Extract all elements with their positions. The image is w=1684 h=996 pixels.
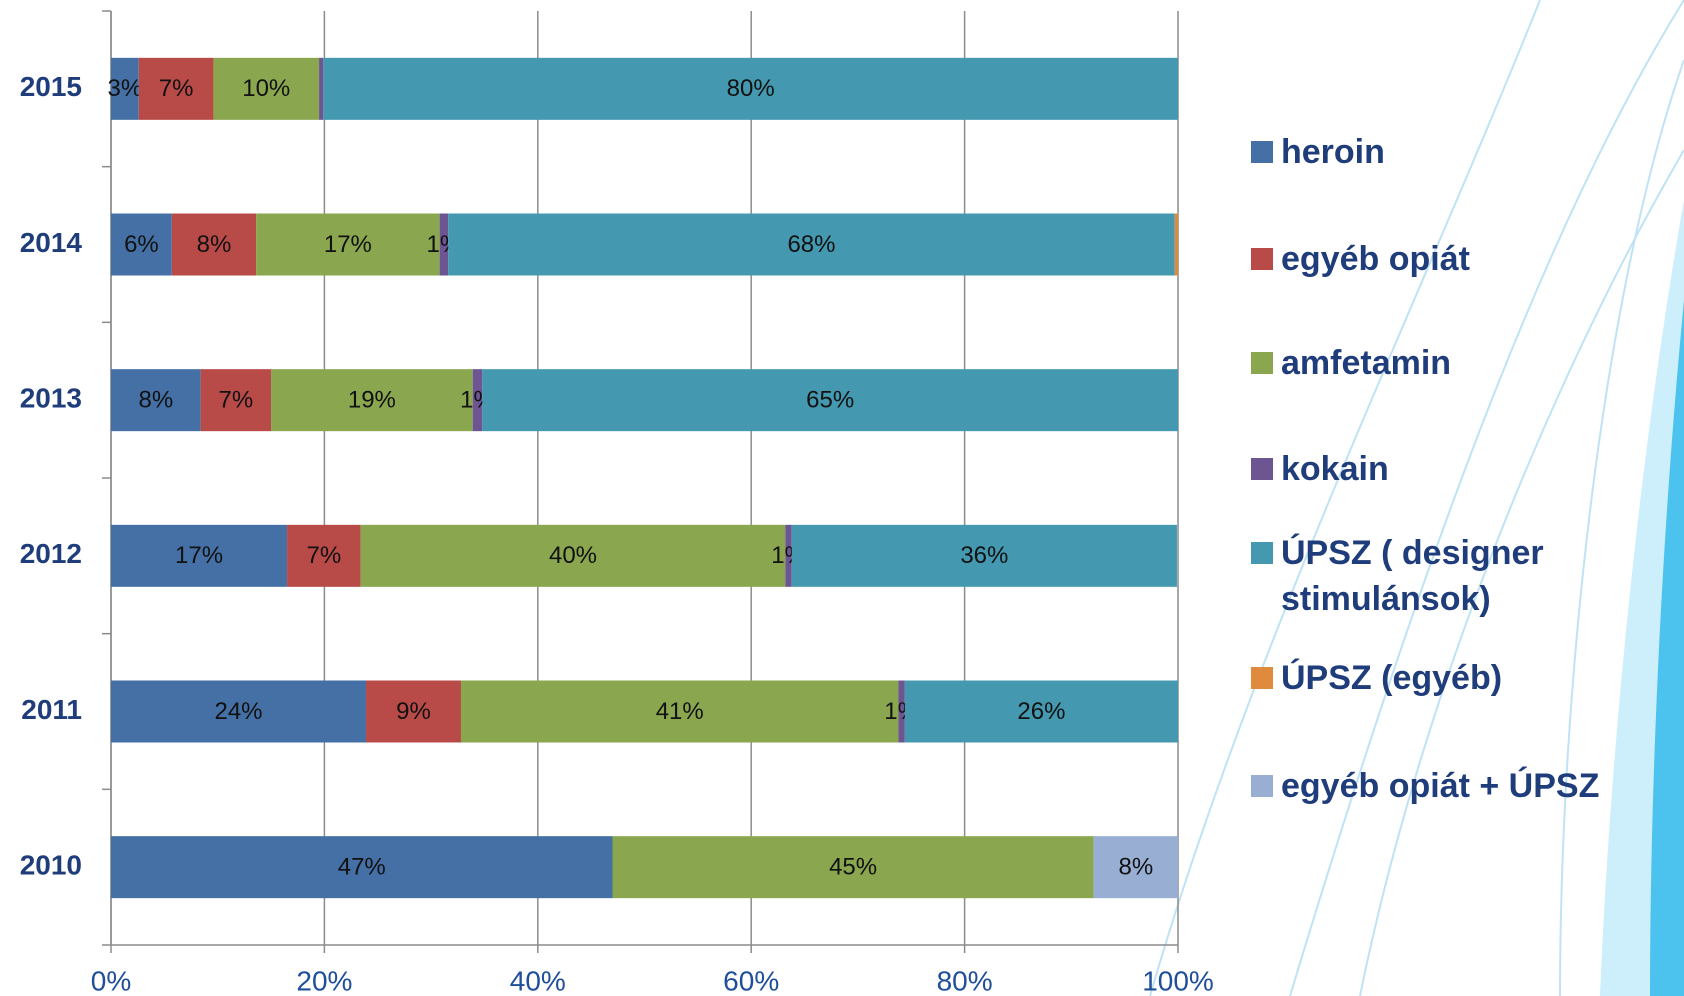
bar-segment xyxy=(111,369,201,432)
legend-swatch xyxy=(1251,141,1273,163)
data-label: 41% xyxy=(656,698,704,725)
bar-segment xyxy=(271,369,473,432)
legend-label: ÚPSZ (egyéb) xyxy=(1281,659,1503,697)
bar-segment xyxy=(791,524,1177,587)
bar-segment xyxy=(200,369,272,432)
y-tick-label: 2012 xyxy=(20,538,82,569)
bar-segment xyxy=(287,524,361,587)
legend-label: egyéb opiát + ÚPSZ xyxy=(1281,767,1600,805)
data-label: 36% xyxy=(960,542,1008,569)
x-tick-label: 40% xyxy=(510,965,566,996)
x-tick-label: 0% xyxy=(91,965,131,996)
data-label: 7% xyxy=(218,387,253,414)
bar-segment xyxy=(366,680,461,743)
data-label: 10% xyxy=(242,75,290,102)
data-label: 47% xyxy=(338,854,386,881)
x-tick-label: 60% xyxy=(723,965,779,996)
bar-segment xyxy=(482,369,1178,432)
data-label: 80% xyxy=(727,75,775,102)
bar-segment xyxy=(213,57,320,120)
bar-segment xyxy=(111,836,613,899)
bar-segment xyxy=(439,213,449,276)
data-label: 7% xyxy=(307,542,342,569)
bar-segment xyxy=(111,213,172,276)
bar-segment xyxy=(319,57,324,120)
y-tick-label: 2011 xyxy=(21,694,82,725)
legend-label: egyéb opiát xyxy=(1281,240,1470,278)
bar-segment xyxy=(898,680,905,743)
y-tick-label: 2013 xyxy=(20,383,82,414)
bar-segment xyxy=(256,213,440,276)
bar-segment xyxy=(460,680,899,743)
background-decoration xyxy=(1149,0,1684,996)
bar-segment xyxy=(1174,213,1178,276)
bar-segment xyxy=(612,836,1094,899)
legend-swatch xyxy=(1251,248,1273,270)
data-label: 40% xyxy=(549,542,597,569)
bar-segment xyxy=(138,57,214,120)
legend-label: heroin xyxy=(1281,133,1385,171)
data-label: 68% xyxy=(787,231,835,258)
bar-segment xyxy=(360,524,786,587)
legend-swatch xyxy=(1251,352,1273,374)
legend-label: ÚPSZ ( designer stimulánsok) xyxy=(1281,534,1544,618)
x-tick-label: 20% xyxy=(296,965,352,996)
data-label: 17% xyxy=(175,542,223,569)
y-tick-label: 2015 xyxy=(20,71,82,102)
y-tick-label: 2010 xyxy=(20,850,82,881)
data-label: 17% xyxy=(324,231,372,258)
bar-segment xyxy=(472,369,483,432)
data-label: 19% xyxy=(348,387,396,414)
legend-swatch xyxy=(1251,667,1273,689)
data-label: 8% xyxy=(1119,854,1154,881)
data-label: 26% xyxy=(1017,698,1065,725)
bar-segment xyxy=(111,680,367,743)
data-label: 8% xyxy=(197,231,232,258)
background-shape xyxy=(1650,300,1684,996)
data-label: 8% xyxy=(138,387,173,414)
bar-segment xyxy=(323,57,1178,120)
x-tick-label: 100% xyxy=(1142,965,1214,996)
legend-label: kokain xyxy=(1281,450,1389,488)
legend-swatch xyxy=(1251,775,1273,797)
data-label: 6% xyxy=(124,231,159,258)
x-tick-label: 80% xyxy=(937,965,993,996)
legend-swatch xyxy=(1251,458,1273,480)
bar-segment xyxy=(1093,836,1178,899)
bar-segment xyxy=(904,680,1178,743)
y-tick-label: 2014 xyxy=(20,227,83,258)
data-label: 24% xyxy=(214,698,262,725)
data-label: 7% xyxy=(159,75,194,102)
data-label: 65% xyxy=(806,387,854,414)
bar-segment xyxy=(171,213,257,276)
data-label: 3% xyxy=(108,75,143,102)
legend-label: amfetamin xyxy=(1281,344,1452,382)
bar-segment xyxy=(111,524,288,587)
data-label: 9% xyxy=(396,698,431,725)
legend-swatch xyxy=(1251,542,1273,564)
bar-segment xyxy=(448,213,1175,276)
bar-segment xyxy=(785,524,792,587)
data-label: 45% xyxy=(829,854,877,881)
bar-segment xyxy=(111,57,139,120)
